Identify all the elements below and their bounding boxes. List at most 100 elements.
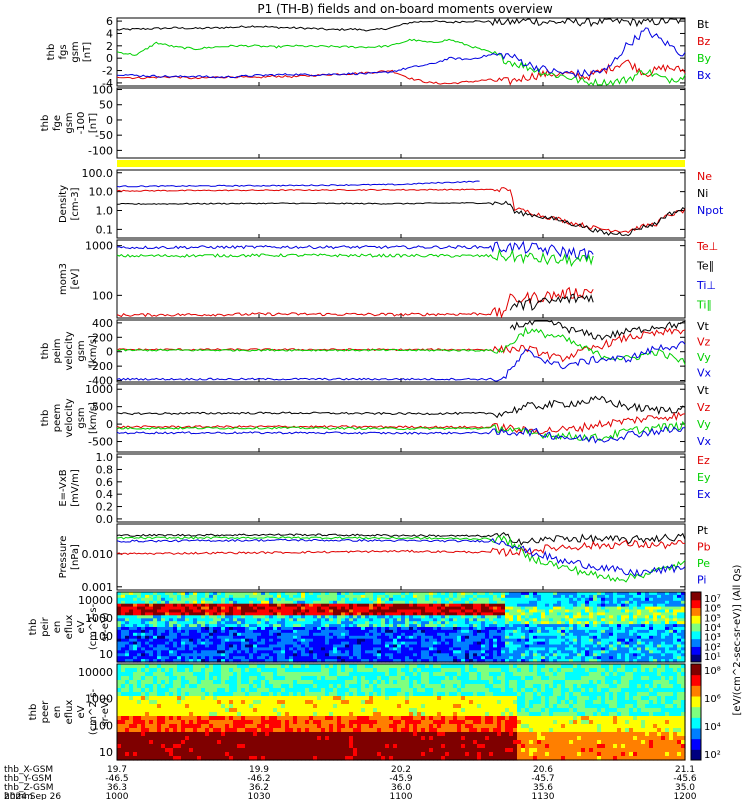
spectrogram-cell	[281, 644, 286, 648]
spectrogram-cell	[581, 656, 586, 660]
spectrogram-cell	[533, 638, 538, 643]
spectrogram-cell	[441, 592, 446, 596]
spectrogram-cell	[653, 629, 658, 634]
spectrogram-cell	[253, 638, 258, 643]
spectrogram-cell	[121, 615, 126, 619]
spectrogram-cell	[245, 752, 250, 757]
spectrogram-cell	[321, 684, 326, 689]
spectrogram-cell	[165, 672, 170, 677]
spectrogram-cell	[417, 656, 422, 660]
spectrogram-cell	[205, 680, 210, 685]
spectrogram-cell	[281, 752, 286, 757]
spectrogram-cell	[285, 712, 290, 717]
spectrogram-cell	[289, 635, 294, 640]
spectrogram-cell	[245, 672, 250, 677]
spectrogram-cell	[593, 656, 598, 660]
spectrogram-cell	[289, 644, 294, 648]
spectrogram-cell	[465, 632, 470, 637]
spectrogram-cell	[617, 618, 622, 622]
spectrogram-cell	[117, 629, 122, 634]
spectrogram-cell	[485, 624, 490, 628]
spectrogram-cell	[245, 650, 250, 654]
spectrogram-cell	[117, 732, 122, 737]
series-line-Ni	[116, 200, 686, 237]
spectrogram-cell	[229, 676, 234, 681]
spectrogram-cell	[549, 609, 554, 613]
spectrogram-cell	[397, 632, 402, 637]
spectrogram-cell	[525, 644, 530, 648]
spectrogram-cell	[205, 659, 210, 663]
spectrogram-cell	[525, 656, 530, 660]
spectrogram-cell	[293, 676, 298, 681]
spectrogram-cell	[317, 696, 322, 701]
spectrogram-cell	[561, 592, 566, 596]
spectrogram-cell	[181, 700, 186, 705]
spectrogram-cell	[225, 594, 230, 599]
spectrogram-cell	[145, 618, 150, 622]
spectrogram-cell	[609, 621, 614, 625]
spectrogram-cell	[453, 629, 458, 634]
spectrogram-cell	[425, 609, 430, 613]
spectrogram-cell	[177, 618, 182, 622]
spectrogram-cell	[641, 638, 646, 643]
spectrogram-cell	[605, 609, 610, 613]
spectrogram-cell	[173, 624, 178, 628]
spectrogram-cell	[337, 632, 342, 637]
spectrogram-cell	[337, 603, 342, 608]
spectrogram-cell	[469, 594, 474, 599]
spectrogram-cell	[137, 720, 142, 725]
spectrogram-cell	[137, 696, 142, 701]
spectrogram-cell	[261, 606, 266, 611]
spectrogram-cell	[261, 692, 266, 697]
y-tick-label: 4	[106, 27, 113, 40]
spectrogram-cell	[409, 629, 414, 634]
spectrogram-cell	[297, 732, 302, 737]
spectrogram-cell	[373, 609, 378, 613]
spectrogram-cell	[189, 684, 194, 689]
spectrogram-cell	[149, 603, 154, 608]
spectrogram-cell	[273, 627, 278, 631]
spectrogram-cell	[229, 716, 234, 721]
spectrogram-cell	[665, 606, 670, 611]
spectrogram-cell	[289, 684, 294, 689]
spectrogram-cell	[461, 621, 466, 625]
spectrogram-cell	[141, 684, 146, 689]
spectrogram-cell	[285, 744, 290, 749]
spectrogram-cell	[617, 656, 622, 660]
spectrogram-cell	[325, 592, 330, 596]
spectrogram-cell	[245, 708, 250, 713]
spectrogram-cell	[369, 618, 374, 622]
spectrogram-cell	[393, 650, 398, 654]
spectrogram-cell	[237, 724, 242, 729]
spectrogram-cell	[461, 656, 466, 660]
spectrogram-cell	[181, 748, 186, 753]
spectrogram-cell	[313, 644, 318, 648]
spectrogram-cell	[573, 609, 578, 613]
spectrogram-cell	[309, 647, 314, 651]
spectrogram-cell	[117, 756, 122, 761]
spectrogram-cell	[681, 641, 686, 646]
spectrogram-cell	[337, 638, 342, 643]
spectrogram-cell	[221, 632, 226, 637]
spectrogram-cell	[517, 647, 522, 651]
spectrogram-cell	[417, 594, 422, 599]
spectrogram-cell	[209, 676, 214, 681]
spectrogram-cell	[537, 624, 542, 628]
spectrogram-cell	[277, 621, 282, 625]
spectrogram-cell	[413, 609, 418, 613]
spectrogram-cell	[405, 618, 410, 622]
spectrogram-cell	[337, 606, 342, 611]
spectrogram-cell	[657, 612, 662, 616]
spectrogram-cell	[173, 597, 178, 602]
spectrogram-cell	[245, 716, 250, 721]
spectrogram-cell	[293, 728, 298, 733]
spectrogram-cell	[137, 600, 142, 605]
y-axis-label: E=-VxB	[58, 469, 69, 506]
spectrogram-cell	[201, 629, 206, 634]
spectrogram-cell	[401, 624, 406, 628]
spectrogram-cell	[177, 744, 182, 749]
spectrogram-cell	[145, 656, 150, 660]
spectrogram-cell	[297, 659, 302, 663]
spectrogram-cell	[157, 756, 162, 761]
